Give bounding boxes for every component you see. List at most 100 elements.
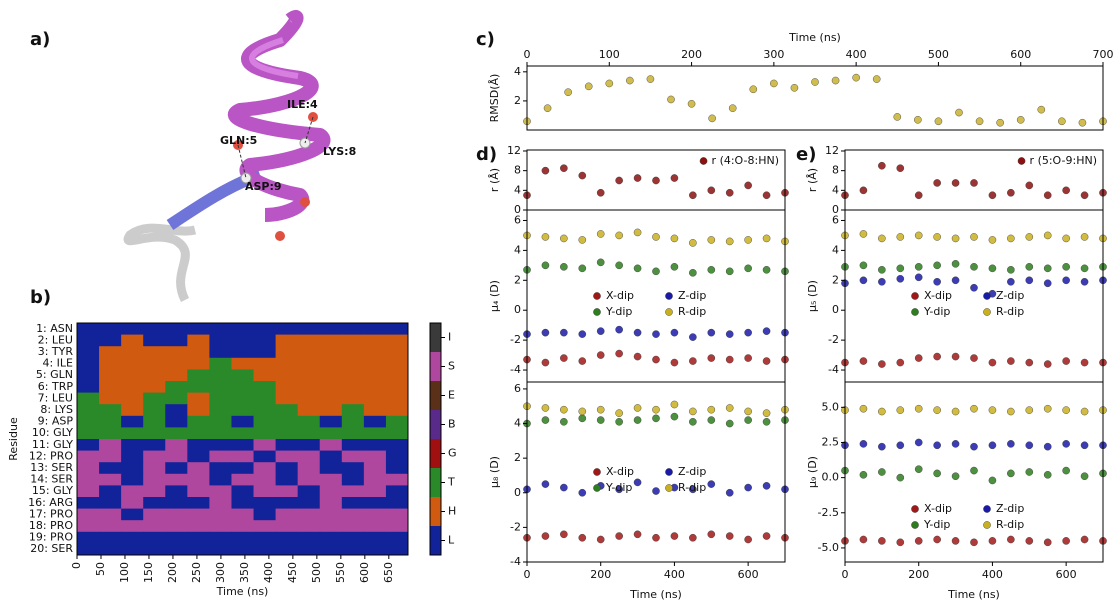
point (652, 533, 660, 542)
point (541, 328, 550, 337)
y-tick-label: 8 (514, 164, 521, 177)
heatmap-cell (363, 543, 387, 556)
heatmap-cell (209, 531, 232, 544)
heatmap-cell (385, 439, 409, 452)
point (988, 441, 997, 450)
point (1043, 264, 1052, 273)
y-axis-label: r (Å) (488, 168, 501, 192)
point (708, 114, 716, 123)
point (615, 532, 623, 540)
point (914, 273, 923, 282)
point (914, 438, 923, 447)
heatmap-cell (275, 520, 299, 533)
point (1062, 466, 1070, 475)
heatmap-cell (253, 520, 277, 533)
y-tick-label: -5.0 (818, 541, 839, 554)
y-axis-label: μ₈ (D) (488, 456, 501, 488)
point (933, 441, 941, 450)
y-axis-label: μ₅ (D) (806, 280, 819, 312)
heatmap-cell (319, 415, 343, 428)
point (744, 535, 752, 544)
heatmap-cell (231, 346, 255, 359)
row-label: 2: LEU (38, 333, 73, 346)
point (689, 357, 697, 365)
point (951, 179, 960, 187)
heatmap-cell (77, 392, 100, 405)
heatmap-cell (77, 543, 100, 556)
heatmap-cell (297, 415, 321, 428)
point (1043, 471, 1052, 479)
heatmap-cell (253, 508, 277, 521)
colorbar-label: B (448, 418, 456, 431)
point (560, 328, 568, 337)
heatmap-cell (121, 404, 144, 417)
heatmap-cell (77, 369, 100, 382)
legend-label: X-dip (606, 465, 634, 478)
legend-label: X-dip (924, 289, 952, 302)
legend-marker (593, 308, 601, 316)
frame (844, 381, 1104, 563)
point (578, 414, 587, 423)
heatmap-cell (385, 531, 409, 544)
heatmap-cell (165, 346, 188, 359)
heatmap-cell (209, 346, 232, 359)
x-tick-label: 200 (590, 568, 611, 581)
y-tick-label: -2 (828, 333, 839, 346)
heatmap-cell (319, 404, 343, 417)
point (951, 276, 960, 285)
atom (275, 231, 285, 241)
point (914, 191, 923, 200)
point (725, 532, 734, 540)
heatmap-cell (121, 439, 144, 452)
heatmap-cell (253, 485, 277, 498)
point (744, 328, 752, 337)
point (1007, 407, 1015, 416)
point (578, 236, 587, 244)
y-tick-label: 6 (514, 382, 521, 395)
point (975, 117, 984, 126)
y-axis-label: RMSD(Å) (488, 74, 501, 123)
point (988, 236, 997, 244)
point (560, 234, 568, 243)
row-label: 6: TRP (38, 380, 74, 393)
point (541, 532, 550, 540)
point (689, 485, 697, 494)
heatmap-cell (253, 473, 277, 486)
y-tick-label: 5.0 (822, 400, 840, 413)
heatmap-cell (121, 450, 144, 463)
point (1062, 186, 1070, 195)
y-tick-label: -4 (828, 363, 839, 376)
heatmap-cell (253, 369, 277, 382)
heatmap-cell (187, 381, 210, 394)
heatmap-cell (165, 531, 188, 544)
heatmap-cell (253, 531, 277, 544)
point (689, 418, 697, 426)
point (578, 357, 587, 365)
heatmap-cell (77, 520, 100, 533)
y-axis-label: r (Å) (806, 168, 819, 192)
point (951, 407, 960, 416)
heatmap-cell (165, 369, 188, 382)
heatmap-cell (99, 462, 122, 475)
heatmap-cell (99, 450, 122, 463)
point (933, 261, 941, 270)
point (744, 181, 752, 190)
heatmap-cell (341, 381, 365, 394)
y-tick-label: 6 (832, 213, 839, 226)
heatmap-cell (121, 357, 144, 370)
heatmap-cell (187, 439, 210, 452)
point (633, 416, 642, 424)
heatmap-cell (187, 346, 210, 359)
row-label: 17: PRO (29, 507, 73, 520)
point (859, 186, 868, 195)
y-tick-label: 4 (832, 183, 839, 196)
heatmap-cell (385, 497, 409, 510)
heatmap-cell (363, 520, 387, 533)
heatmap-cell (209, 369, 232, 382)
x-tick-label: 600 (738, 568, 759, 581)
point (762, 191, 771, 200)
x-tick-label: 500 (928, 48, 949, 61)
point (762, 357, 771, 365)
heatmap-cell (275, 531, 299, 544)
heatmap-cell (165, 473, 188, 486)
